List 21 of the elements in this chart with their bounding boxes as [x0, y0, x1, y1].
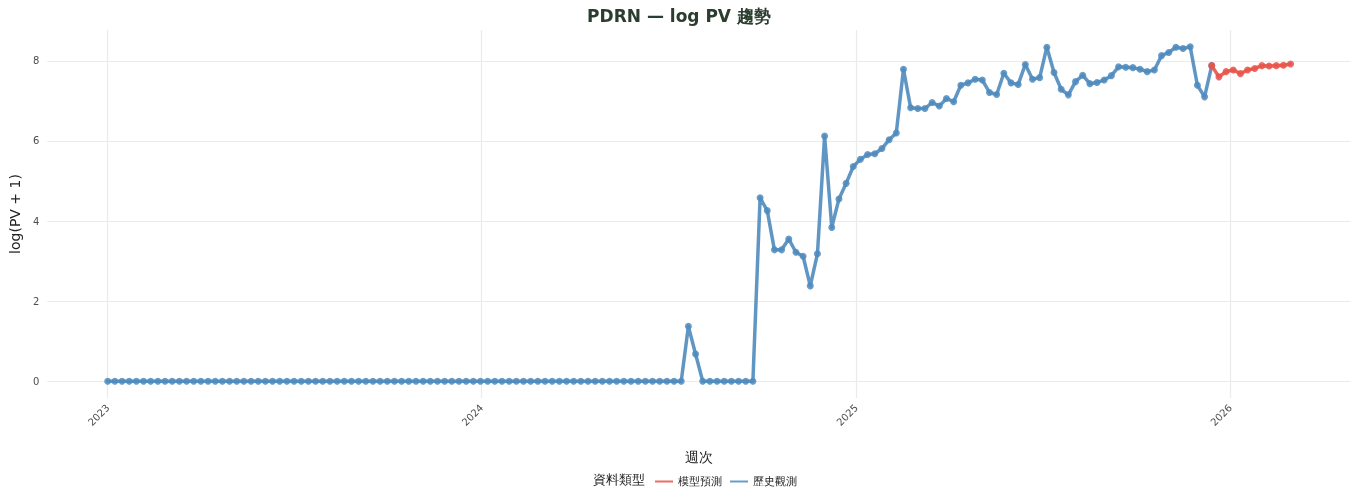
y-axis-title: log(PV + 1)	[7, 174, 23, 254]
point	[1279, 61, 1287, 69]
legend-label: 模型預測	[678, 475, 722, 488]
point	[1215, 73, 1223, 81]
point	[1258, 62, 1266, 70]
y-tick-label: 6	[32, 135, 40, 147]
point	[1244, 66, 1252, 74]
point	[1251, 64, 1259, 72]
chart-title: PDRN — log PV 趨勢	[587, 5, 771, 26]
point	[1222, 68, 1230, 76]
y-tick-label: 0	[32, 375, 40, 387]
y-tick-label: 4	[32, 215, 40, 227]
legend-label: 歷史觀測	[753, 475, 797, 488]
y-tick-label: 2	[32, 295, 40, 307]
legend-title: 資料類型	[593, 472, 645, 487]
point	[1287, 60, 1295, 68]
y-tick-label: 8	[32, 55, 40, 67]
x-axis-title: 週次	[684, 449, 713, 465]
point	[1236, 70, 1244, 78]
point	[1272, 62, 1280, 70]
point	[1229, 66, 1237, 74]
